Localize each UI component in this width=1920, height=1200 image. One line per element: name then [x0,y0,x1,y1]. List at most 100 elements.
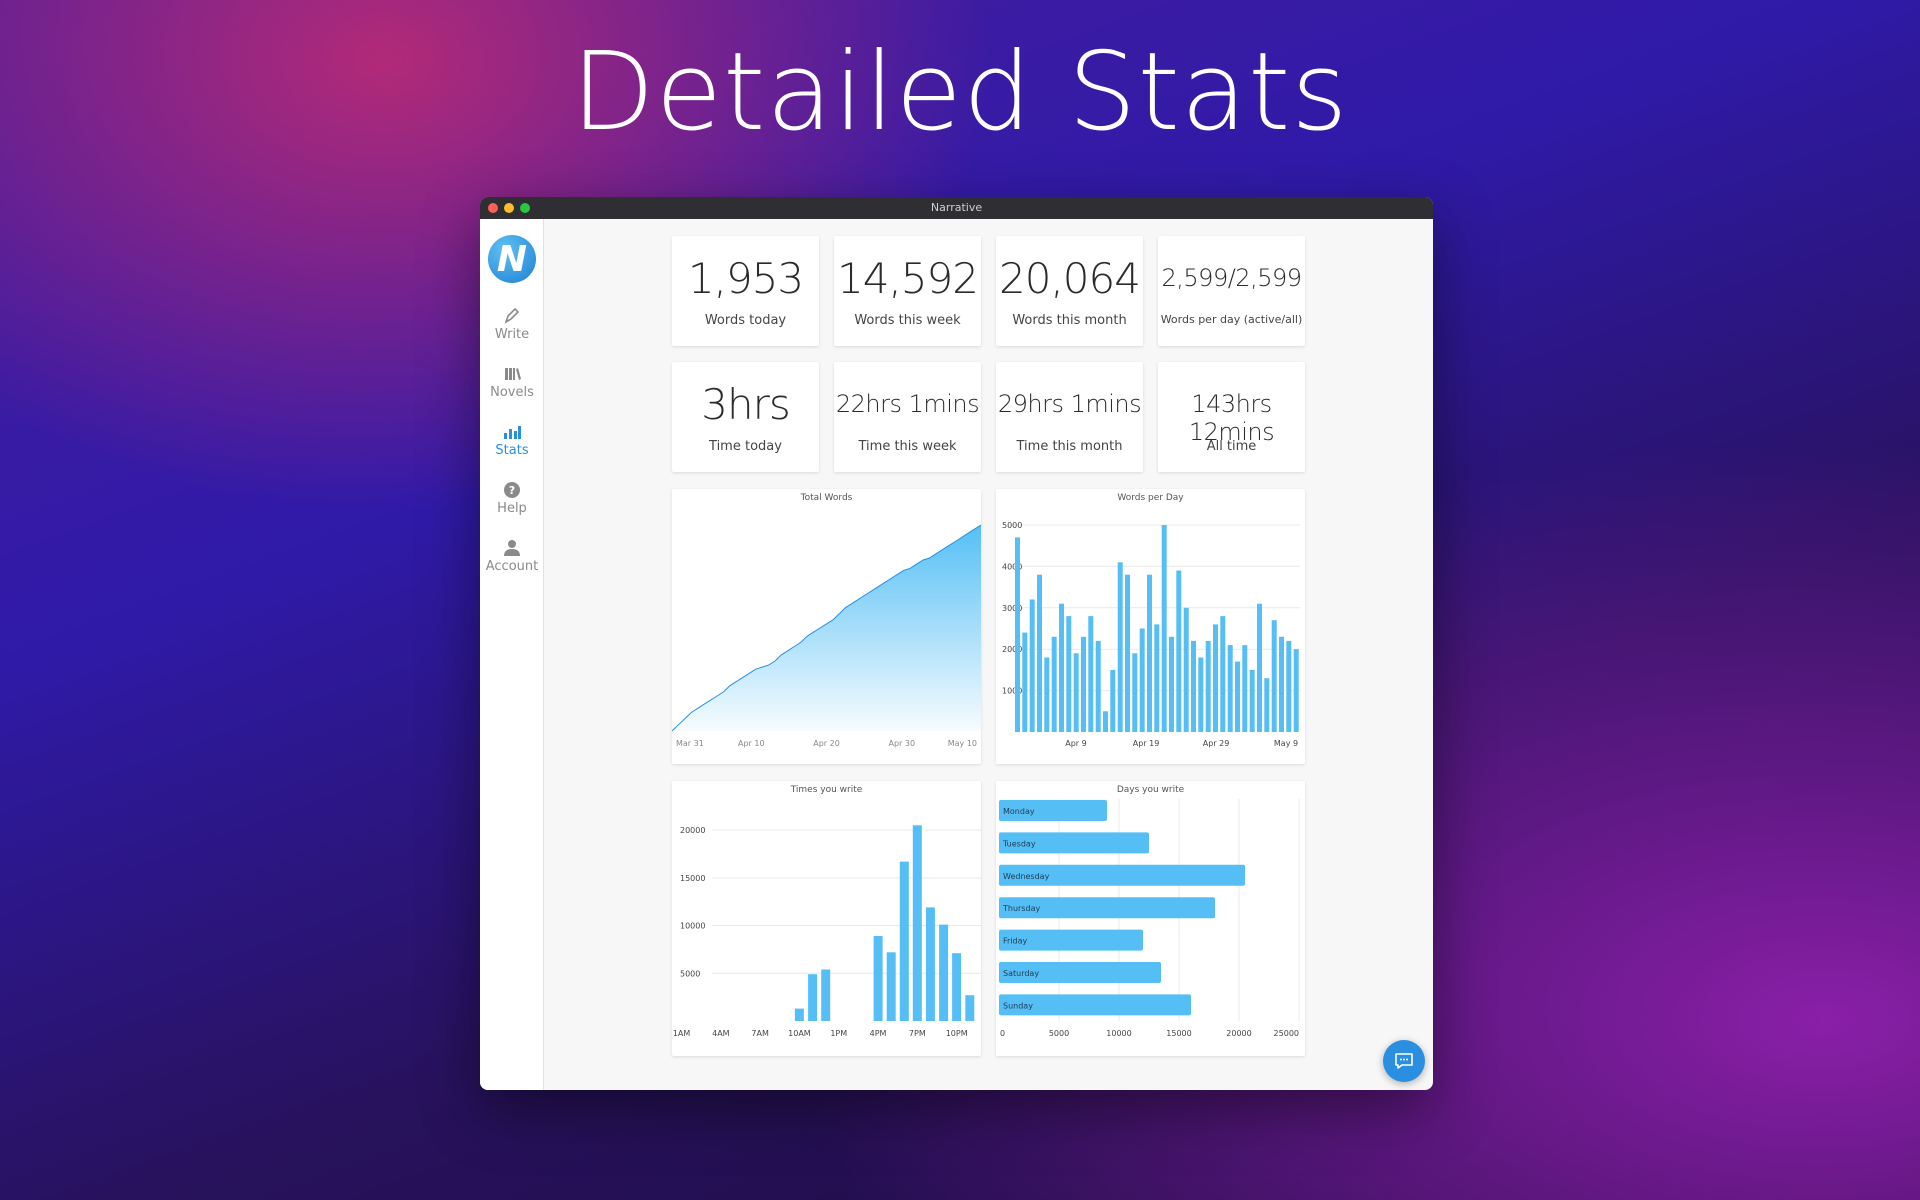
chart-title: Words per Day [1117,493,1184,503]
svg-text:?: ? [509,484,515,497]
bar [1059,603,1064,732]
sidebar-item-help[interactable]: ? Help [480,481,544,516]
stat-label: Time today [709,439,782,454]
bar [1279,636,1284,732]
total-words-svg: Total Words Mar 31 Apr 10 Apr 20 Apr 30 May 1… [672,493,981,748]
y-tick-label: 15000 [680,874,705,883]
chart-total-words: Total Words Mar 31 Apr 10 Apr 20 Apr 30 May 1… [672,489,981,764]
y-tick-label: 10000 [680,922,705,931]
x-tick-label: 10AM [788,1029,811,1038]
bar [1286,640,1292,732]
books-icon [505,368,521,380]
x-tick-label: 25000 [1274,1029,1299,1038]
x-tick-label: Apr 19 [1133,739,1160,748]
area-fill [672,525,981,731]
category-label: Friday [1003,937,1028,946]
bar [999,864,1245,886]
bar [873,936,883,1021]
stat-card-time-month: 29hrs 1mins Time this month [996,362,1143,472]
sidebar-item-stats[interactable]: Stats [480,423,544,458]
stat-label: All time [1206,439,1257,454]
stat-value: 20,064 [999,254,1141,303]
app-logo[interactable]: N [488,235,536,283]
bar [1125,574,1130,732]
window-title: Narrative [930,201,983,214]
category-label: Sunday [1003,1001,1033,1010]
chat-button[interactable] [1383,1040,1425,1082]
stat-card-words-week: 14,592 Words this week [834,236,981,346]
help-icon: ? [504,482,520,498]
y-tick-label: 3000 [1002,604,1022,613]
y-tick-label: 5000 [1002,521,1022,530]
bar-chart-icon [504,426,521,439]
stat-label: Words this week [854,313,961,328]
minimize-window-button[interactable] [504,203,514,213]
bar [1015,537,1020,732]
bar [794,1008,804,1021]
bar [939,924,949,1021]
bar [1044,657,1050,732]
y-tick-label: 1000 [1002,687,1022,696]
stat-label: Words this month [1012,313,1127,328]
x-tick-label: Apr 9 [1065,739,1086,748]
bar [925,907,935,1021]
x-tick-label: 7PM [909,1029,926,1038]
sidebar: N Write Novels Stats [480,219,544,1090]
bar [1227,645,1233,732]
bar [1271,620,1277,732]
stat-card-words-month: 20,064 Words this month [996,236,1143,346]
x-tick-label: 10PM [946,1029,968,1038]
bar [1110,669,1116,732]
stat-label: Time this week [858,439,957,454]
y-tick-label: 20000 [680,826,705,835]
bar [1088,616,1094,732]
category-label: Wednesday [1003,872,1050,881]
sidebar-item-write[interactable]: Write [480,307,544,342]
stat-label: Words per day (active/all) [1160,313,1303,326]
chart-times-you-write: Times you write 5000 10000 15000 20000 1AM 4AM… [672,781,981,1056]
bar [1147,574,1152,732]
days-you-write-svg: Days you write 0 5000 10000 15000 20000 25000 M… [999,785,1300,1038]
sidebar-item-label: Account [485,559,539,574]
sidebar-item-label: Novels [490,385,534,400]
x-tick-label: May 10 [948,739,977,748]
x-tick-label: 20000 [1226,1029,1251,1038]
stat-label: Time this month [1016,439,1123,454]
bar [1132,653,1138,732]
bar [808,974,818,1021]
chart-words-per-day: Words per Day 1000 2000 3000 4000 5000 Apr 9 Ap… [996,489,1305,764]
stat-card-time-all: 143hrs 12mins All time [1158,362,1305,472]
bar [1249,669,1255,732]
bar [886,952,896,1021]
x-tick-label: 1AM [673,1029,691,1038]
bar [999,800,1107,821]
sidebar-item-novels[interactable]: Novels [480,365,544,400]
sidebar-item-account[interactable]: Account [480,539,544,574]
y-tick-label: 4000 [1002,562,1022,571]
hero-title: Detailed Stats [571,30,1349,155]
bar [1257,603,1262,732]
bar [999,897,1215,919]
x-tick-label: May 9 [1274,739,1298,748]
chart-title: Times you write [790,785,863,795]
bar [965,995,975,1021]
bar [1242,645,1248,732]
x-tick-label: Apr 29 [1203,739,1230,748]
stat-value: 2,599/2,599 [1161,264,1303,292]
bar [1198,657,1204,732]
stat-value: 29hrs 1mins [997,390,1142,418]
close-window-button[interactable] [488,203,498,213]
x-tick-label: 7AM [751,1029,769,1038]
bar [952,953,962,1021]
stat-label: Words today [704,313,787,328]
stat-card-time-today: 3hrs Time today [672,362,819,472]
x-tick-label: Apr 20 [813,739,840,748]
bar [1205,640,1211,732]
maximize-window-button[interactable] [520,203,530,213]
y-tick-label: 2000 [1002,645,1022,654]
chart-title: Days you write [1117,785,1185,795]
bar [1073,653,1079,732]
person-icon [504,540,520,556]
stat-card-time-week: 22hrs 1mins Time this week [834,362,981,472]
stat-value: 22hrs 1mins [835,390,980,418]
